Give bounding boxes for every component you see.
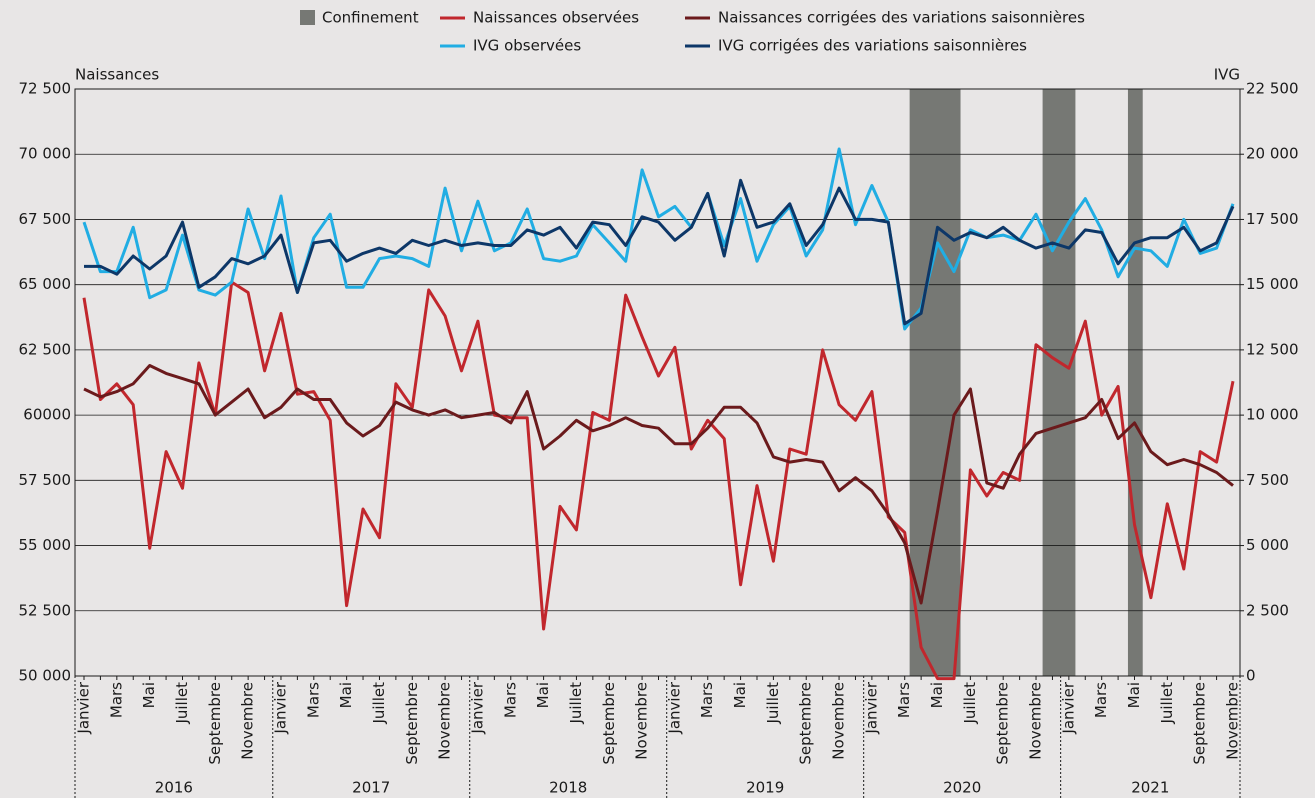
x-tick-label: Juillet bbox=[173, 682, 191, 725]
y-tick-label: 70 000 bbox=[19, 145, 72, 163]
y2-tick-label: 5 000 bbox=[1246, 536, 1289, 554]
y2-tick-label: 17 500 bbox=[1246, 210, 1299, 228]
plot-frame bbox=[74, 88, 1241, 677]
x-tick-label: Mars bbox=[501, 682, 519, 718]
series-line bbox=[83, 364, 1234, 605]
x-tick-label: Novembre bbox=[830, 682, 848, 760]
y-tick-label: 55 000 bbox=[19, 536, 72, 554]
x-tick-label: Juillet bbox=[764, 682, 782, 725]
x-tick-label: Novembre bbox=[1027, 682, 1045, 760]
x-tick-label: Septembre bbox=[600, 682, 618, 765]
y2-tick-label: 7 500 bbox=[1246, 471, 1289, 489]
x-tick-label: Mars bbox=[1092, 682, 1110, 718]
year-label: 2021 bbox=[1131, 779, 1169, 797]
legend-label: IVG corrigées des variations saisonnière… bbox=[718, 37, 1027, 55]
x-tick-label: Juillet bbox=[370, 682, 388, 725]
y-tick-label: 65 000 bbox=[19, 275, 72, 293]
x-tick-label: Novembre bbox=[633, 682, 651, 760]
x-tick-label: Mars bbox=[304, 682, 322, 718]
x-tick-label: Janvier bbox=[468, 681, 486, 734]
x-tick-label: Novembre bbox=[1224, 682, 1242, 760]
y2-tick-label: 12 500 bbox=[1246, 340, 1299, 358]
y2-axis-label: IVG bbox=[1214, 66, 1240, 84]
x-tick-label: Mai bbox=[534, 682, 552, 708]
y2-tick-label: 10 000 bbox=[1246, 406, 1299, 424]
legend-label: Naissances corrigées des variations sais… bbox=[718, 9, 1085, 27]
year-label: 2017 bbox=[352, 779, 390, 797]
y2-tick-label: 20 000 bbox=[1246, 145, 1299, 163]
series-line bbox=[82, 147, 1235, 331]
x-tick-label: Janvier bbox=[1059, 681, 1077, 734]
y2-tick-label: 15 000 bbox=[1246, 275, 1299, 293]
x-tick-label: Mars bbox=[107, 682, 125, 718]
x-tick-label: Septembre bbox=[206, 682, 224, 765]
x-tick-label: Septembre bbox=[1191, 682, 1209, 765]
x-tick-label: Janvier bbox=[665, 681, 683, 734]
x-tick-label: Mai bbox=[337, 682, 355, 708]
x-tick-label: Juillet bbox=[961, 682, 979, 725]
y2-tick-label: 2 500 bbox=[1246, 601, 1289, 619]
x-tick-label: Mai bbox=[1125, 682, 1143, 708]
x-tick-label: Mai bbox=[140, 682, 158, 708]
x-tick-label: Septembre bbox=[403, 682, 421, 765]
lockdown-band bbox=[909, 89, 961, 676]
x-tick-label: Mai bbox=[731, 682, 749, 708]
series-line bbox=[84, 178, 1235, 326]
x-tick-label: Mai bbox=[928, 682, 946, 708]
y-tick-label: 52 500 bbox=[19, 601, 72, 619]
year-label: 2020 bbox=[943, 779, 981, 797]
x-tick-label: Novembre bbox=[436, 682, 454, 760]
x-tick-label: Mars bbox=[895, 682, 913, 718]
x-tick-label: Janvier bbox=[75, 681, 93, 734]
x-tick-label: Septembre bbox=[797, 682, 815, 765]
legend-swatch bbox=[300, 10, 315, 25]
y2-tick-label: 0 bbox=[1246, 667, 1256, 685]
x-tick-label: Juillet bbox=[1158, 682, 1176, 725]
year-label: 2019 bbox=[746, 779, 784, 797]
year-label: 2018 bbox=[549, 779, 587, 797]
y-tick-label: 62 500 bbox=[19, 340, 72, 358]
x-tick-label: Mars bbox=[698, 682, 716, 718]
x-tick-label: Janvier bbox=[862, 681, 880, 734]
x-tick-label: Septembre bbox=[994, 682, 1012, 765]
y-tick-label: 50 000 bbox=[19, 667, 72, 685]
legend-label: Confinement bbox=[322, 9, 419, 27]
legend-label: Naissances observées bbox=[473, 9, 639, 27]
x-tick-label: Janvier bbox=[271, 681, 289, 734]
y-tick-label: 67 500 bbox=[19, 210, 72, 228]
x-tick-label: Novembre bbox=[239, 682, 257, 760]
y2-tick-label: 22 500 bbox=[1246, 80, 1299, 98]
y-tick-label: 72 500 bbox=[19, 80, 72, 98]
legend-label: IVG observées bbox=[473, 37, 581, 55]
lockdown-band bbox=[1127, 89, 1143, 676]
y-axis-label: Naissances bbox=[75, 66, 159, 84]
lockdown-band bbox=[1042, 89, 1076, 676]
y-tick-label: 60000 bbox=[23, 406, 71, 424]
y-tick-label: 57 500 bbox=[19, 471, 72, 489]
x-tick-label: Juillet bbox=[567, 682, 585, 725]
year-label: 2016 bbox=[155, 779, 193, 797]
series-line bbox=[82, 280, 1235, 681]
